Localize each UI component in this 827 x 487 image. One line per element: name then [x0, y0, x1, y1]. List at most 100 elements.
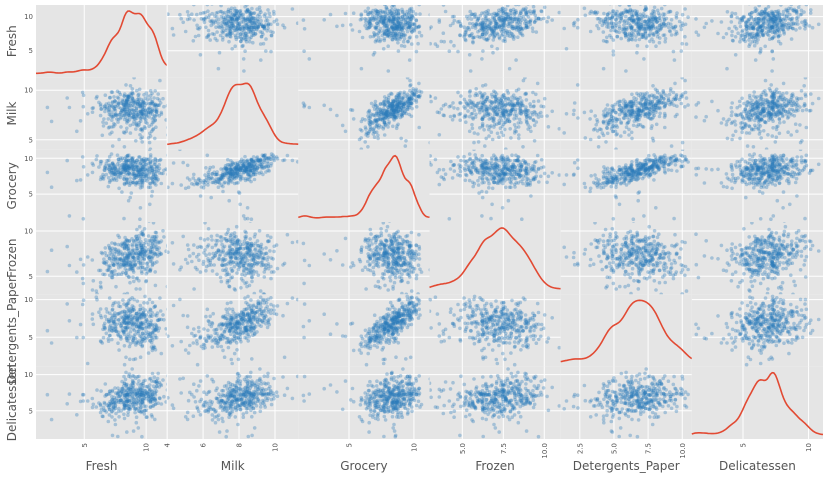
data-point	[615, 125, 620, 129]
data-point	[752, 90, 756, 94]
data-point	[119, 125, 123, 129]
data-point	[502, 19, 506, 23]
data-point	[503, 117, 508, 121]
data-point	[593, 114, 597, 118]
data-point	[153, 102, 158, 107]
data-point	[404, 26, 409, 31]
data-point	[148, 89, 153, 93]
data-point	[246, 173, 251, 177]
data-point	[153, 109, 158, 113]
data-point	[486, 24, 491, 29]
data-point	[250, 6, 254, 11]
data-point	[471, 40, 475, 45]
data-point	[484, 37, 488, 42]
data-point	[637, 17, 641, 22]
data-point	[451, 21, 455, 26]
data-point	[385, 7, 390, 12]
data-point	[571, 112, 576, 117]
data-point	[630, 9, 635, 13]
data-point	[199, 17, 204, 21]
data-point	[396, 16, 401, 21]
data-point	[510, 20, 514, 24]
data-point	[234, 18, 239, 22]
data-point	[530, 26, 535, 31]
data-point	[383, 9, 387, 14]
data-point	[144, 112, 148, 117]
data-point	[778, 111, 783, 115]
data-point	[141, 159, 146, 163]
data-point	[638, 32, 643, 37]
data-point	[138, 166, 143, 170]
data-point	[759, 112, 763, 116]
data-point	[408, 24, 412, 29]
data-point	[520, 18, 524, 22]
data-point	[376, 113, 381, 117]
data-point	[742, 32, 747, 37]
data-point	[167, 185, 170, 190]
data-point	[113, 164, 117, 169]
data-point	[140, 135, 145, 139]
data-point	[148, 153, 153, 157]
data-point	[758, 25, 762, 29]
data-point	[261, 24, 265, 29]
data-point	[653, 17, 658, 21]
data-point	[405, 100, 410, 104]
data-point	[137, 87, 142, 92]
data-point	[626, 25, 631, 30]
data-point	[517, 117, 522, 122]
data-point	[373, 25, 377, 29]
data-point	[762, 108, 766, 113]
data-point	[485, 162, 490, 166]
data-point	[122, 98, 126, 102]
data-point	[375, 107, 379, 112]
data-point	[382, 32, 387, 37]
data-point	[122, 92, 127, 96]
data-point	[482, 27, 486, 31]
data-point	[497, 175, 502, 179]
data-point	[390, 29, 395, 34]
data-point	[391, 17, 396, 22]
data-point	[412, 23, 417, 27]
data-point	[128, 195, 132, 200]
data-point	[392, 17, 396, 22]
data-point	[534, 16, 538, 20]
data-point	[123, 108, 127, 113]
data-point	[378, 107, 382, 111]
data-point	[391, 98, 395, 103]
data-point	[598, 20, 602, 25]
data-point	[668, 102, 672, 107]
data-point	[800, 20, 804, 25]
data-point	[379, 17, 384, 22]
data-point	[123, 112, 127, 117]
data-point	[191, 176, 196, 180]
data-point	[121, 164, 125, 168]
data-point	[131, 163, 135, 168]
data-point	[652, 9, 657, 14]
data-point	[247, 19, 251, 24]
data-point	[211, 165, 215, 169]
data-point	[242, 27, 247, 31]
data-point	[624, 10, 628, 14]
data-point	[494, 112, 499, 117]
data-point	[238, 159, 243, 164]
data-point	[617, 13, 621, 18]
data-point	[514, 113, 519, 117]
data-point	[639, 17, 644, 22]
data-point	[224, 166, 228, 171]
data-point	[487, 117, 492, 121]
data-point	[206, 34, 210, 39]
data-point	[65, 158, 69, 163]
data-point	[786, 27, 790, 31]
data-point	[611, 22, 616, 26]
data-point	[385, 24, 389, 28]
data-point	[142, 165, 146, 169]
data-point	[610, 118, 615, 123]
data-point	[756, 115, 760, 120]
data-point	[120, 156, 125, 160]
data-point	[205, 5, 210, 7]
data-point	[710, 99, 714, 104]
data-point	[371, 8, 375, 13]
data-point	[486, 111, 491, 115]
data-point	[542, 171, 547, 176]
data-point	[641, 102, 645, 107]
